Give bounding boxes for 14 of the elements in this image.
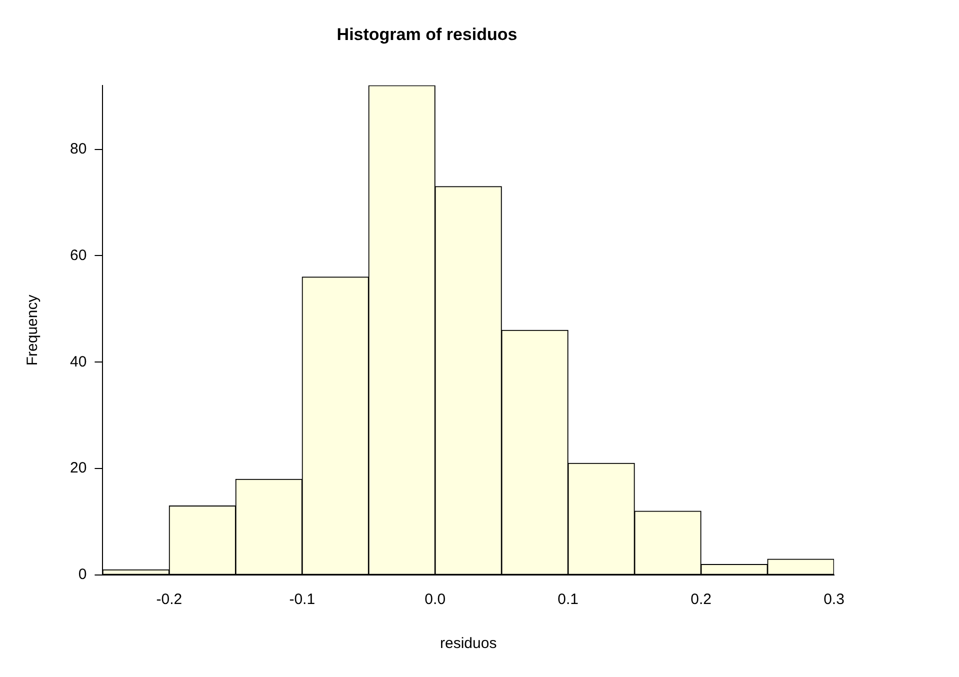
x-tick-label: -0.2 bbox=[156, 591, 182, 608]
y-tick-label: 60 bbox=[70, 246, 87, 264]
x-tick-label: 0.3 bbox=[824, 591, 844, 608]
y-axis-title: Frequency bbox=[24, 294, 42, 366]
x-tick-label: -0.1 bbox=[289, 591, 316, 608]
y-tick-label: 20 bbox=[70, 460, 87, 477]
chart-title: Histogram of residuos bbox=[336, 24, 518, 44]
y-tick-label: 0 bbox=[78, 566, 87, 584]
y-tick-label: 80 bbox=[70, 140, 87, 158]
x-tick-label: 0.2 bbox=[690, 591, 712, 608]
x-axis-title: residuos bbox=[440, 635, 497, 652]
x-tick-label: 0.1 bbox=[558, 591, 578, 608]
y-tick-label: 40 bbox=[70, 353, 87, 370]
x-tick-label: 0.0 bbox=[424, 591, 446, 608]
